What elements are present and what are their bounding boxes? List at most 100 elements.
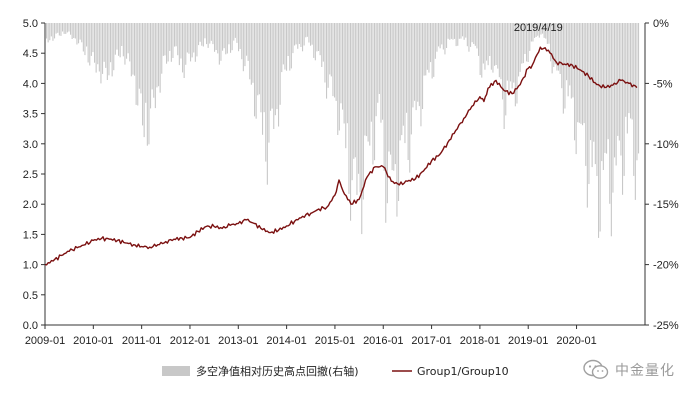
drawdown-bar	[153, 23, 155, 98]
drawdown-bar	[462, 23, 464, 37]
right-tick-label: -5%	[653, 78, 673, 90]
drawdown-bar	[159, 23, 161, 93]
drawdown-bar	[311, 23, 313, 45]
drawdown-bar	[526, 23, 528, 62]
drawdown-bar	[174, 23, 176, 47]
drawdown-bar	[308, 23, 310, 43]
drawdown-bar	[306, 23, 308, 37]
drawdown-bar	[294, 23, 296, 46]
drawdown-bar	[238, 23, 240, 52]
drawdown-bar	[566, 23, 568, 81]
drawdown-bar	[209, 23, 211, 44]
left-tick-label: 4.0	[23, 78, 38, 90]
drawdown-bar	[470, 23, 472, 47]
drawdown-bar	[399, 23, 401, 141]
left-tick-label: 2.5	[23, 169, 38, 181]
drawdown-bar	[121, 23, 123, 46]
drawdown-bar	[206, 23, 208, 45]
drawdown-bar	[418, 23, 420, 107]
drawdown-bar	[190, 23, 192, 62]
drawdown-bar	[386, 23, 388, 204]
drawdown-bar	[628, 23, 630, 114]
drawdown-bar	[476, 23, 478, 49]
drawdown-bar	[215, 23, 217, 50]
drawdown-bar	[63, 23, 65, 34]
drawdown-bar	[558, 23, 560, 71]
wechat-icon	[583, 359, 609, 379]
drawdown-bar	[129, 23, 131, 62]
right-tick-label: -10%	[653, 139, 679, 151]
drawdown-bar	[201, 23, 203, 46]
drawdown-bar	[156, 23, 158, 88]
drawdown-bar	[366, 23, 368, 137]
drawdown-bar	[551, 23, 553, 74]
drawdown-bar	[241, 23, 243, 60]
drawdown-bar	[108, 23, 110, 76]
drawdown-bar	[578, 23, 580, 123]
drawdown-bar	[233, 23, 235, 41]
drawdown-bar	[398, 23, 400, 201]
drawdown-bar	[236, 23, 238, 43]
drawdown-bar	[527, 23, 529, 62]
drawdown-bar	[244, 23, 246, 67]
drawdown-bar	[314, 23, 316, 61]
drawdown-bar	[324, 23, 326, 83]
drawdown-bar	[610, 23, 612, 237]
drawdown-bar	[250, 23, 252, 85]
drawdown-bar	[382, 23, 384, 120]
legend-line-label: Group1/Group10	[417, 365, 509, 378]
drawdown-bar	[252, 23, 254, 83]
drawdown-bar	[90, 23, 92, 56]
drawdown-bar	[222, 23, 224, 51]
drawdown-bar	[494, 23, 496, 66]
drawdown-bar	[257, 23, 259, 96]
drawdown-bar	[98, 23, 100, 72]
drawdown-bar	[546, 23, 548, 44]
drawdown-bar	[346, 23, 348, 124]
drawdown-bar	[287, 23, 289, 56]
drawdown-bar	[535, 23, 537, 37]
right-tick-label: -25%	[653, 320, 679, 332]
drawdown-bar	[378, 23, 380, 94]
drawdown-bar	[545, 23, 547, 39]
drawdown-bar	[335, 23, 337, 101]
drawdown-bar	[86, 23, 88, 47]
drawdown-bar	[218, 23, 220, 65]
drawdown-bar	[66, 23, 68, 33]
drawdown-bar	[455, 23, 457, 47]
drawdown-bar	[124, 23, 126, 65]
x-tick-label: 2012-01	[170, 335, 210, 347]
drawdown-bar	[559, 23, 561, 74]
drawdown-bar	[140, 23, 142, 94]
drawdown-bar	[362, 23, 364, 200]
drawdown-bar	[185, 23, 187, 65]
drawdown-bar	[254, 23, 256, 117]
drawdown-bar	[234, 23, 236, 38]
drawdown-bar	[519, 23, 521, 72]
drawdown-bar	[295, 23, 297, 45]
drawdown-bar	[454, 23, 456, 39]
drawdown-bar	[556, 23, 558, 71]
drawdown-bar	[514, 23, 516, 107]
drawdown-bar	[127, 23, 129, 54]
drawdown-bar	[350, 23, 352, 221]
drawdown-bar	[143, 23, 145, 138]
drawdown-bar	[602, 23, 604, 170]
drawdown-bar	[370, 23, 372, 122]
x-tick-label: 2015-01	[315, 335, 355, 347]
drawdown-bar	[78, 23, 80, 44]
drawdown-bar	[522, 23, 524, 64]
drawdown-bar	[322, 23, 324, 62]
drawdown-bar	[508, 23, 510, 91]
drawdown-bar	[150, 23, 152, 109]
drawdown-bar	[356, 23, 358, 195]
drawdown-bar	[438, 23, 440, 47]
x-tick-label: 2010-01	[73, 335, 113, 347]
drawdown-bar	[574, 23, 576, 141]
drawdown-bar	[447, 23, 449, 39]
left-tick-label: 2.0	[23, 199, 38, 211]
watermark: 中金量化	[583, 358, 695, 382]
drawdown-bar	[638, 23, 640, 154]
drawdown-bar	[207, 23, 209, 48]
drawdown-bar	[212, 23, 214, 45]
